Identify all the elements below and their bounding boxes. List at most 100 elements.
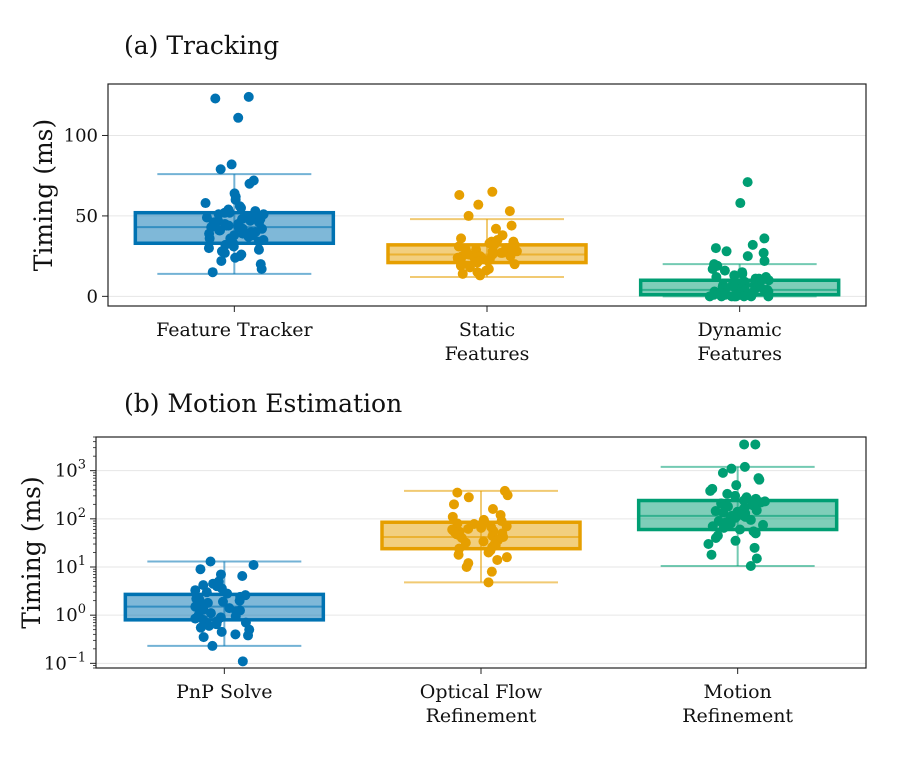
data-point[interactable] <box>750 528 761 539</box>
data-point[interactable] <box>230 611 241 622</box>
data-point[interactable] <box>463 210 474 221</box>
data-point[interactable] <box>487 186 498 197</box>
data-point[interactable] <box>730 490 741 501</box>
data-point[interactable] <box>455 260 466 271</box>
data-point[interactable] <box>710 533 721 544</box>
data-point[interactable] <box>722 488 733 499</box>
data-point[interactable] <box>233 112 244 123</box>
data-point[interactable] <box>504 206 515 217</box>
data-point[interactable] <box>710 243 721 254</box>
data-point[interactable] <box>472 257 483 268</box>
data-point[interactable] <box>454 190 465 200</box>
data-point[interactable] <box>731 480 742 491</box>
data-point[interactable] <box>475 270 486 281</box>
data-point[interactable] <box>463 492 474 503</box>
data-point[interactable] <box>704 291 715 302</box>
data-point[interactable] <box>200 198 211 209</box>
data-point[interactable] <box>751 553 762 564</box>
data-point[interactable] <box>228 241 239 252</box>
data-point[interactable] <box>248 560 259 571</box>
data-point[interactable] <box>711 272 722 283</box>
data-point[interactable] <box>448 499 459 510</box>
data-point[interactable] <box>497 247 508 258</box>
data-point[interactable] <box>230 629 241 640</box>
data-point[interactable] <box>492 554 503 565</box>
data-point[interactable] <box>237 656 248 667</box>
data-point[interactable] <box>226 159 237 170</box>
data-point[interactable] <box>745 560 756 571</box>
data-point[interactable] <box>203 243 214 254</box>
data-point[interactable] <box>190 585 201 596</box>
data-point[interactable] <box>256 264 267 274</box>
data-point[interactable] <box>717 467 728 478</box>
data-point[interactable] <box>509 259 520 270</box>
data-point[interactable] <box>718 522 729 533</box>
data-point[interactable] <box>483 577 494 588</box>
data-point[interactable] <box>731 291 742 302</box>
data-point[interactable] <box>483 547 494 558</box>
data-point[interactable] <box>486 566 497 577</box>
data-point[interactable] <box>190 601 201 612</box>
data-point[interactable] <box>710 506 721 517</box>
data-point[interactable] <box>719 265 730 276</box>
data-point[interactable] <box>763 275 774 286</box>
data-point[interactable] <box>224 207 235 218</box>
data-point[interactable] <box>216 255 227 266</box>
data-point[interactable] <box>718 507 729 518</box>
data-point[interactable] <box>243 630 254 641</box>
data-point[interactable] <box>244 178 255 189</box>
data-point[interactable] <box>460 537 471 548</box>
data-point[interactable] <box>730 535 741 546</box>
data-point[interactable] <box>457 268 468 279</box>
data-point[interactable] <box>204 620 215 631</box>
data-point[interactable] <box>739 461 750 472</box>
data-point[interactable] <box>217 596 228 607</box>
data-point[interactable] <box>478 536 489 547</box>
data-point[interactable] <box>707 264 718 274</box>
data-point[interactable] <box>737 268 748 279</box>
data-point[interactable] <box>758 519 769 530</box>
data-point[interactable] <box>506 220 517 231</box>
data-point[interactable] <box>461 561 472 572</box>
data-point[interactable] <box>253 236 264 247</box>
data-point[interactable] <box>243 91 254 102</box>
data-point[interactable] <box>759 255 770 266</box>
data-point[interactable] <box>237 571 248 582</box>
data-point[interactable] <box>763 291 774 302</box>
data-point[interactable] <box>234 595 245 606</box>
data-point[interactable] <box>245 215 256 226</box>
data-point[interactable] <box>230 252 241 263</box>
data-point[interactable] <box>721 246 732 257</box>
data-point[interactable] <box>746 291 757 302</box>
data-point[interactable] <box>473 199 484 210</box>
data-point[interactable] <box>205 608 216 619</box>
data-point[interactable] <box>463 523 474 534</box>
data-point[interactable] <box>742 251 753 262</box>
data-point[interactable] <box>705 485 716 496</box>
data-point[interactable] <box>243 231 254 242</box>
data-point[interactable] <box>750 439 761 450</box>
data-point[interactable] <box>739 439 750 450</box>
data-point[interactable] <box>215 225 226 236</box>
data-point[interactable] <box>716 291 727 302</box>
data-point[interactable] <box>207 267 218 278</box>
data-point[interactable] <box>501 552 512 563</box>
data-point[interactable] <box>502 490 513 501</box>
data-point[interactable] <box>729 270 740 281</box>
data-point[interactable] <box>739 291 750 302</box>
data-point[interactable] <box>223 220 234 231</box>
data-point[interactable] <box>487 504 498 515</box>
data-point[interactable] <box>742 177 753 188</box>
data-point[interactable] <box>236 202 247 213</box>
data-point[interactable] <box>706 549 717 560</box>
data-point[interactable] <box>726 463 737 474</box>
data-point[interactable] <box>190 613 201 624</box>
data-point[interactable] <box>707 521 718 532</box>
data-point[interactable] <box>204 233 215 244</box>
data-point[interactable] <box>505 251 516 262</box>
data-point[interactable] <box>490 223 501 234</box>
data-point[interactable] <box>745 514 756 525</box>
data-point[interactable] <box>755 497 766 508</box>
data-point[interactable] <box>735 198 746 209</box>
data-point[interactable] <box>483 255 494 266</box>
